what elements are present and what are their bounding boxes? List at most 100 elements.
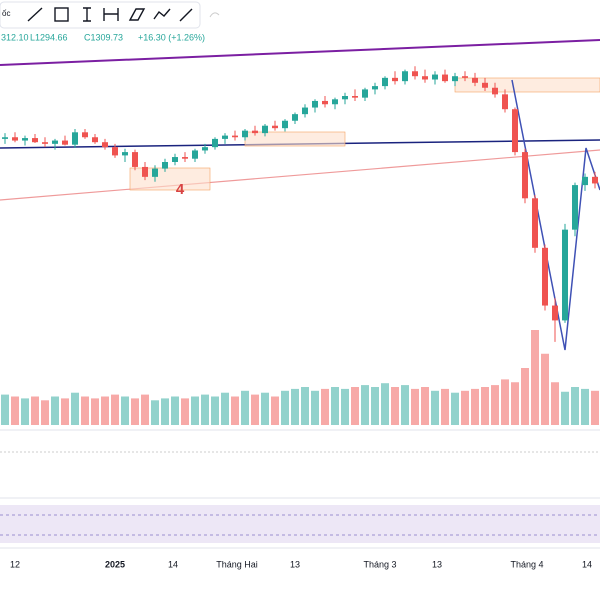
ohlc-high: 312.10 [1,32,29,42]
candle-body [252,130,258,134]
candle-body [312,100,318,108]
tool-redo[interactable] [209,12,220,18]
candle-body [32,138,38,143]
tool-channel[interactable] [128,8,146,21]
candle-body [512,109,518,153]
volume-bar [361,385,369,425]
volume-bar [521,368,529,425]
candle-body [162,162,168,169]
drawing-toolbar: ốc [0,1,220,29]
candle-body [292,114,298,121]
volume-bar [141,394,149,425]
volume-bar [261,392,269,425]
candle-body [132,152,138,167]
volume-bar [151,400,159,425]
volume-bar [301,387,309,425]
candle-body [462,76,468,78]
candle-body [372,86,378,90]
volume-bar [201,394,209,425]
volume-bar [61,398,69,425]
volume-bar [181,398,189,425]
volume-bar [511,382,519,425]
candle-body [452,76,458,82]
tool-line[interactable] [27,7,43,22]
tool-pattern[interactable] [153,8,171,20]
candle-body [12,137,18,141]
volume-bar [341,388,349,425]
candle-body [402,71,408,82]
ohlc-close: C1309.73 [84,32,123,42]
candle-body [412,71,418,77]
volume-bar [421,387,429,425]
volume-bar [321,388,329,425]
volume-bar [291,388,299,425]
candle-body [442,74,448,82]
candle-body [42,142,48,144]
candle-body [542,247,548,306]
volume-bar [101,396,109,425]
candle-body [82,132,88,138]
volume-bar [381,383,389,425]
candle-body [92,137,98,143]
ohlc-change: +16.30 (+1.26%) [138,32,205,42]
volume-bar [171,396,179,425]
toolbar-bg [0,1,201,29]
candle-body [272,125,278,129]
volume-bar [591,390,599,425]
volume-bar [231,396,239,425]
candle-body [302,107,308,115]
tool-range[interactable] [103,8,119,21]
candle-body [122,152,128,156]
volume-bar [491,385,499,425]
candle-body [62,140,68,145]
candle-body [212,138,218,148]
volume-bar [431,390,439,425]
wave-label: 4 [176,181,185,198]
volume-bar [461,390,469,425]
candle-body [2,137,8,139]
candle-body [482,82,488,88]
x-tick-label: 2025 [105,559,125,569]
rsi-band [0,505,600,543]
volume-bar [311,390,319,425]
volume-bar [441,388,449,425]
volume-bar [271,396,279,425]
trendline [0,149,600,201]
candle-body [582,176,588,186]
candle-body [222,135,228,139]
candle-body [282,120,288,129]
candle-body [242,130,248,138]
candle-body [142,166,148,177]
volume-bar [531,330,539,425]
x-tick-label: Tháng 3 [363,559,396,569]
volume-bar [451,392,459,425]
x-tick-label: 13 [432,559,442,569]
candle-body [532,198,538,248]
volume-bar [581,388,589,425]
candle-body [232,135,238,138]
volume-bar [351,387,359,425]
volume-bar [281,390,289,425]
tool-rect[interactable] [54,7,69,22]
tool-text[interactable] [83,7,91,22]
volume-bar [41,400,49,425]
candle-body [72,132,78,145]
volume-bar [411,388,419,425]
candle-body [432,74,438,80]
candle-body [182,157,188,159]
volume-bar [161,398,169,425]
volume-bar [111,394,119,425]
candle-body [472,77,478,83]
candle-body [342,96,348,100]
tool-brush[interactable] [179,8,193,22]
candle-body [392,77,398,82]
volume-bar [131,398,139,425]
volume-bar [121,396,129,425]
volume-bar [561,391,569,425]
volume-bar [51,396,59,425]
candle-body [362,89,368,98]
toolbar-cut-text: ốc [2,9,10,18]
volume-bar [251,394,259,425]
volume-bar [501,379,509,425]
